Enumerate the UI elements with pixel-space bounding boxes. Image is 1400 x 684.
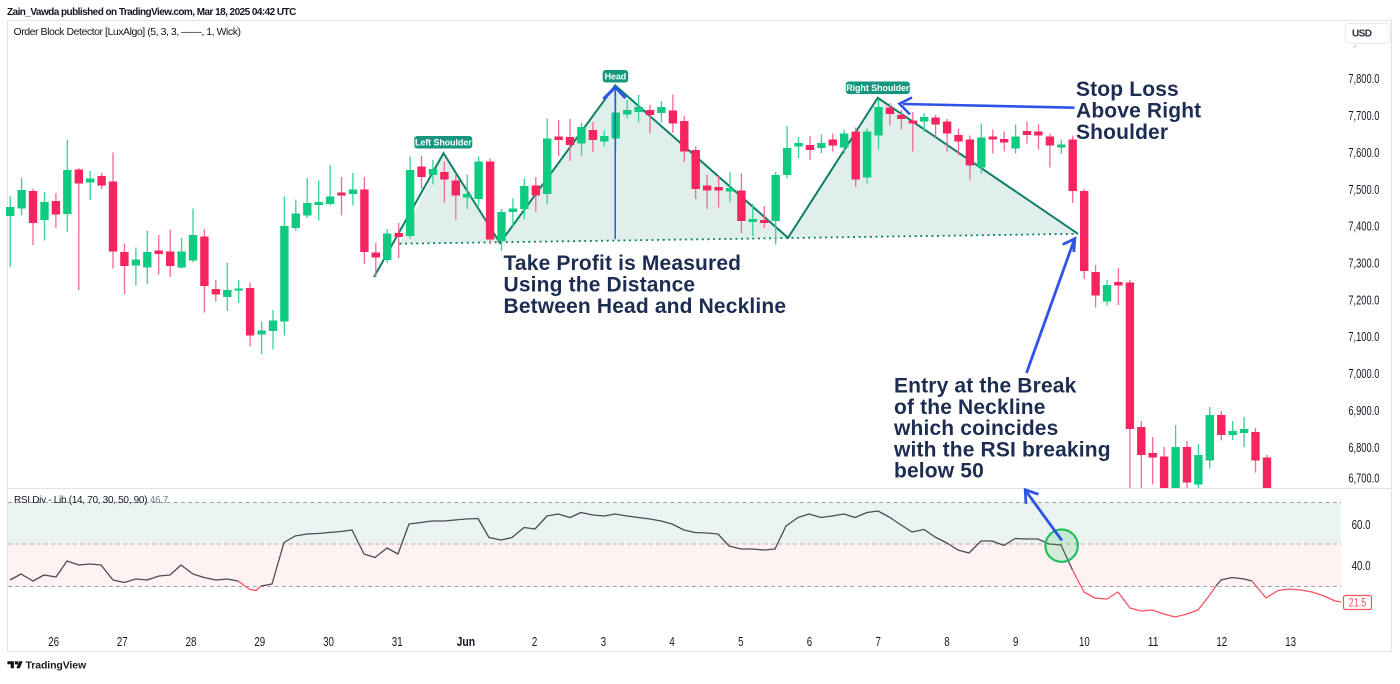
svg-text:6: 6 — [807, 634, 812, 649]
svg-text:7,600.0: 7,600.0 — [1348, 145, 1379, 160]
svg-text:7: 7 — [876, 634, 881, 649]
svg-text:2: 2 — [532, 634, 537, 649]
svg-text:Left Shoulder: Left Shoulder — [415, 137, 472, 147]
svg-text:29: 29 — [254, 634, 265, 649]
svg-text:12: 12 — [1216, 634, 1227, 649]
svg-text:6,900.0: 6,900.0 — [1348, 403, 1379, 418]
svg-text:31: 31 — [392, 634, 403, 649]
svg-text:below 50: below 50 — [894, 460, 984, 483]
svg-text:7,200.0: 7,200.0 — [1348, 292, 1379, 307]
svg-text:Entry at the Break: Entry at the Break — [894, 375, 1077, 398]
svg-text:21.5: 21.5 — [1349, 596, 1367, 610]
svg-text:Above Right: Above Right — [1076, 100, 1201, 123]
svg-text:60.0: 60.0 — [1352, 517, 1371, 532]
svg-text:Zain_Vawda published on Tradin: Zain_Vawda published on TradingView.com,… — [7, 7, 296, 18]
svg-text:7,100.0: 7,100.0 — [1348, 329, 1379, 344]
svg-text:with the RSI breaking: with the RSI breaking — [893, 438, 1111, 461]
svg-text:4: 4 — [669, 634, 674, 649]
svg-text:TradingView: TradingView — [26, 660, 87, 672]
svg-text:Jun: Jun — [457, 634, 476, 649]
svg-text:7,300.0: 7,300.0 — [1348, 256, 1379, 271]
svg-text:of the Neckline: of the Neckline — [894, 396, 1046, 419]
svg-text:which coincides: which coincides — [893, 417, 1058, 440]
svg-text:Order Block Detector [LuxAlgo]: Order Block Detector [LuxAlgo] (5, 3, 3,… — [14, 26, 241, 38]
svg-text:7,700.0: 7,700.0 — [1348, 108, 1379, 123]
svg-text:13: 13 — [1285, 634, 1296, 649]
svg-text:30: 30 — [323, 634, 334, 649]
svg-text:Using the Distance: Using the Distance — [504, 274, 696, 297]
svg-text:9: 9 — [1013, 634, 1018, 649]
svg-text:7,800.0: 7,800.0 — [1348, 71, 1379, 86]
svg-text:5: 5 — [738, 634, 743, 649]
svg-text:7,000.0: 7,000.0 — [1348, 366, 1379, 381]
svg-text:40.0: 40.0 — [1352, 558, 1371, 573]
svg-text:27: 27 — [117, 634, 128, 649]
svg-text:28: 28 — [186, 634, 197, 649]
svg-text:26: 26 — [48, 634, 59, 649]
svg-text:6,800.0: 6,800.0 — [1348, 440, 1379, 455]
svg-text:3: 3 — [601, 634, 606, 649]
svg-text:11: 11 — [1148, 634, 1159, 649]
svg-text:8: 8 — [944, 634, 949, 649]
svg-text:Shoulder: Shoulder — [1076, 121, 1168, 144]
svg-text:Right Shoulder: Right Shoulder — [846, 83, 910, 93]
svg-text:7,500.0: 7,500.0 — [1348, 182, 1379, 197]
svg-text:10: 10 — [1079, 634, 1090, 649]
svg-text:RSI Div - Lib (14, 70, 30, 50,: RSI Div - Lib (14, 70, 30, 50, 90) 46.7 — [14, 495, 169, 506]
svg-text:Head: Head — [605, 71, 627, 81]
svg-text:7,400.0: 7,400.0 — [1348, 219, 1379, 234]
svg-text:Stop Loss: Stop Loss — [1076, 78, 1179, 101]
svg-text:Between Head and Neckline: Between Head and Neckline — [504, 295, 787, 318]
svg-text:6,700.0: 6,700.0 — [1348, 471, 1379, 486]
svg-text:USD: USD — [1352, 29, 1372, 40]
svg-text:Take Profit is Measured: Take Profit is Measured — [504, 252, 742, 275]
